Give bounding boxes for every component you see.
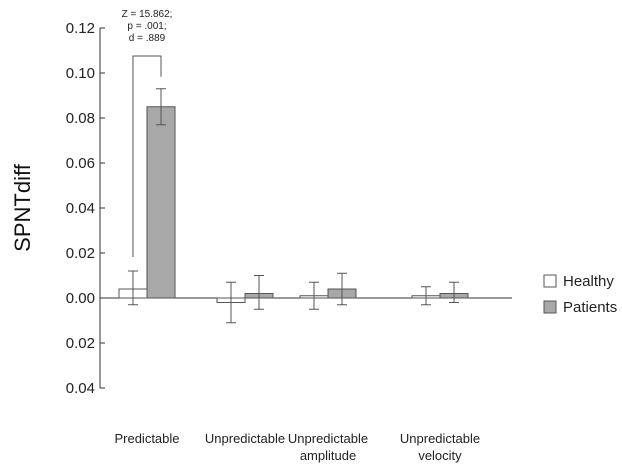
y-axis: 0.12 0.10 0.08 0.06 0.04 0.02 0.00 0.02 0.04 <box>66 20 105 397</box>
annotation-text: Z = 15.862; <box>122 9 173 20</box>
error-bar-patients <box>156 88 166 126</box>
bar-patients <box>146 106 176 299</box>
category-label: Unpredictable amplitude <box>288 431 368 463</box>
y-tick-label: 0.02 <box>66 245 95 262</box>
y-tick-label: 0.04 <box>66 380 95 397</box>
legend-label-healthy: Healthy <box>563 273 614 290</box>
legend-swatch-healthy <box>543 274 557 288</box>
category-labels: Predictable Unpredictable Unpredictable amp… <box>114 431 480 463</box>
error-bar-patients <box>449 281 459 303</box>
category-label: Predictable <box>114 431 179 446</box>
y-axis-label: SPNTdiff <box>10 163 35 252</box>
annotation-text: d = .889 <box>129 33 166 44</box>
y-tick-label: 0.02 <box>66 335 95 352</box>
legend: Healthy Patients <box>543 273 617 316</box>
y-tick-label: 0.10 <box>66 65 95 82</box>
error-bar-healthy <box>309 281 319 310</box>
significance-annotation: Z = 15.862;p = .001;d = .889 <box>122 9 173 257</box>
significance-bracket <box>132 55 162 257</box>
y-tick-label: 0.06 <box>66 155 95 172</box>
y-tick-label: 0.04 <box>66 200 95 217</box>
error-bar-patients <box>254 275 264 310</box>
y-tick-label: 0.12 <box>66 20 95 37</box>
legend-swatch-patients <box>543 300 557 314</box>
legend-label-patients: Patients <box>563 299 617 316</box>
error-bar-healthy <box>226 281 236 324</box>
error-bars-group <box>128 88 459 324</box>
y-tick-label: 0.08 <box>66 110 95 127</box>
bars-group <box>118 106 469 303</box>
y-tick-label: 0.00 <box>66 290 95 307</box>
error-bar-healthy <box>128 270 138 306</box>
category-label: Unpredictable <box>205 431 285 446</box>
error-bar-patients <box>337 272 347 306</box>
annotation-text: p = .001; <box>127 21 166 32</box>
error-bar-healthy <box>421 286 431 306</box>
category-label: Unpredictable velocity <box>400 431 480 463</box>
